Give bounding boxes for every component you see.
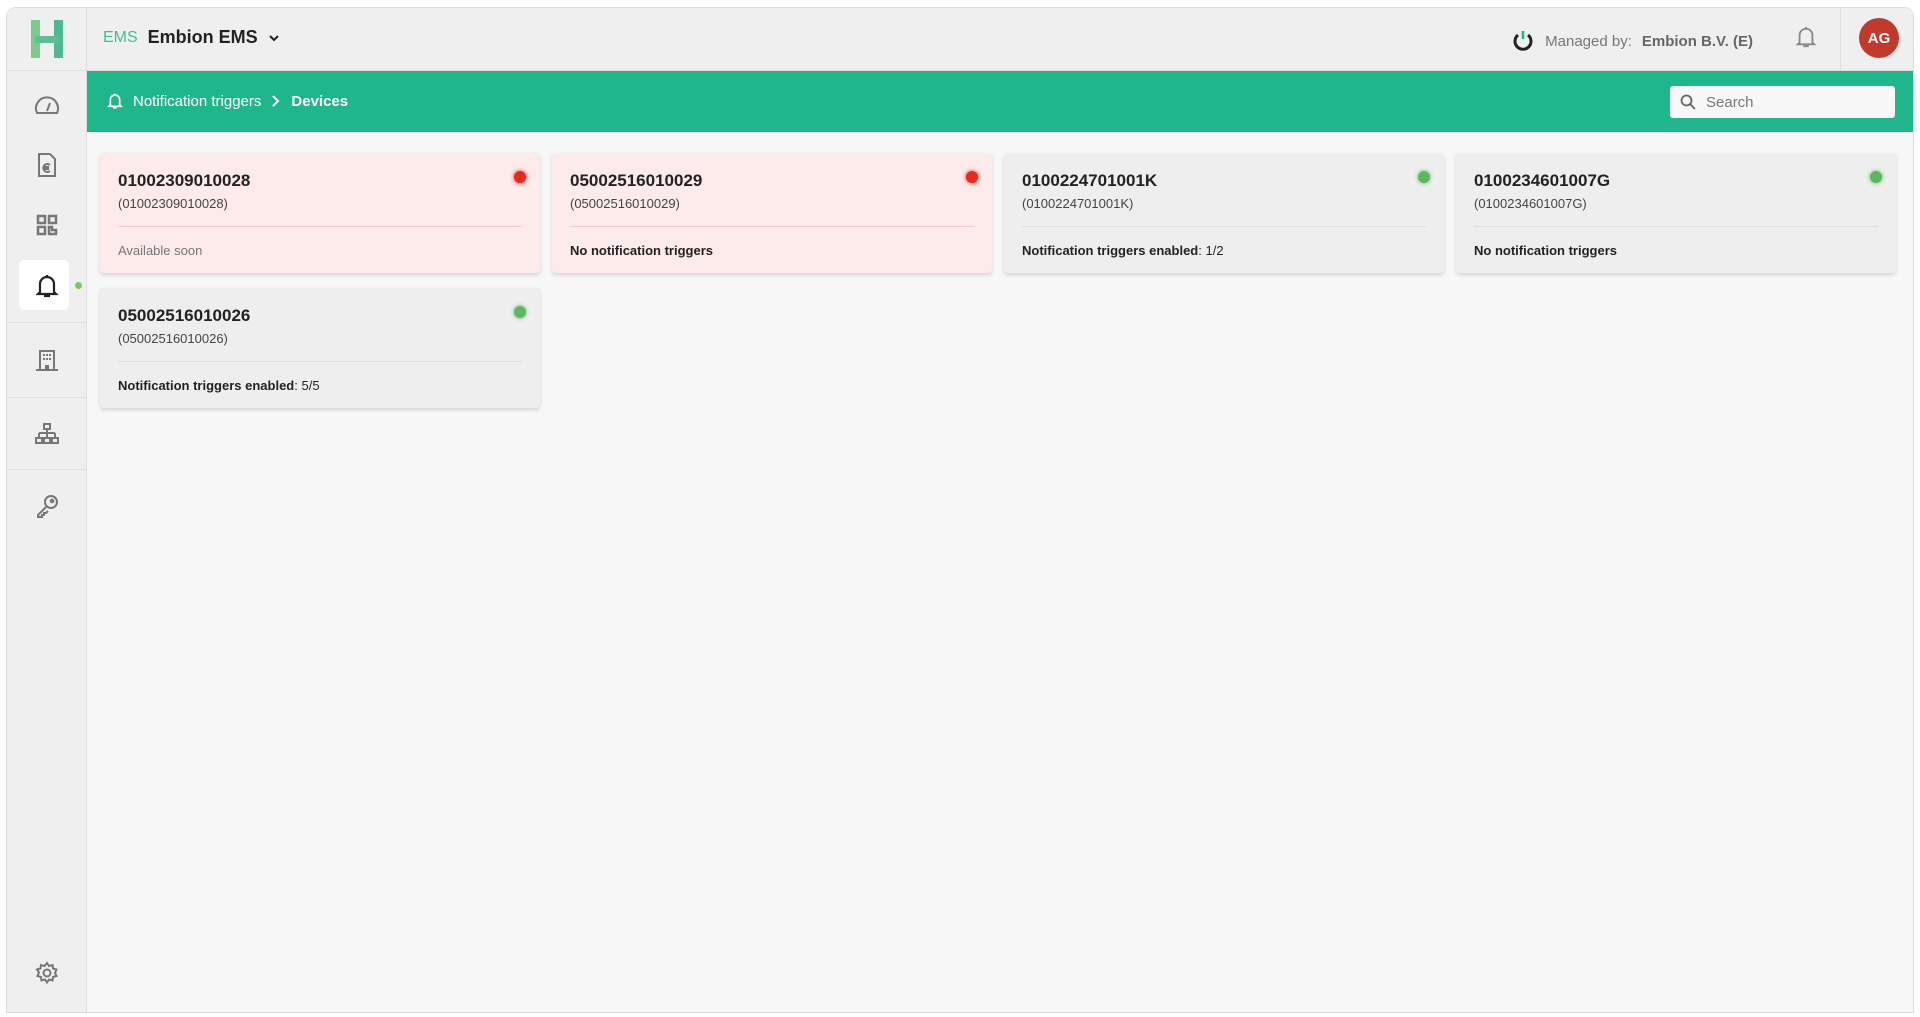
device-title: 05002516010029 <box>570 171 703 190</box>
app-short-name: EMS <box>103 28 138 46</box>
invoice-euro-icon <box>38 153 56 177</box>
app-switcher[interactable]: EMS Embion EMS <box>103 27 280 48</box>
status-label: Available soon <box>118 243 203 258</box>
bell-icon <box>107 93 123 109</box>
device-trigger-status: No notification triggers <box>570 243 974 258</box>
managed-value: Embion B.V. (E) <box>1641 32 1753 50</box>
page-toolbar: Notification triggers Devices <box>87 71 1913 132</box>
bell-icon <box>1795 26 1817 48</box>
sidebar-item-notifications[interactable] <box>7 260 87 312</box>
app-name: Embion EMS <box>147 27 258 47</box>
device-subtitle: (0100234601007G) <box>1474 196 1587 211</box>
device-subtitle: (0100224701001K) <box>1022 196 1134 211</box>
chevron-right-icon <box>272 95 280 107</box>
status-value: : 5/5 <box>294 378 320 393</box>
power-icon <box>1513 31 1533 51</box>
search-box[interactable] <box>1670 86 1895 118</box>
device-title: 01002309010028 <box>118 171 251 190</box>
search-input[interactable] <box>1706 93 1876 111</box>
logo-icon <box>31 20 63 58</box>
status-label: No notification triggers <box>570 243 713 258</box>
top-header: EMS Embion EMS Managed by: Embion B.V. (… <box>87 8 1913 71</box>
breadcrumb-notification-triggers[interactable]: Notification triggers <box>133 92 262 110</box>
chevron-down-icon <box>268 34 279 41</box>
device-subtitle: (05002516010029) <box>570 196 680 211</box>
device-card[interactable]: 0100234601007G (0100234601007G) No notif… <box>1456 153 1896 273</box>
divider <box>570 226 974 227</box>
status-dot <box>514 171 526 183</box>
status-dot <box>966 171 978 183</box>
status-label: Notification triggers enabled <box>1022 243 1199 258</box>
divider <box>1474 226 1878 227</box>
device-card[interactable]: 05002516010026 (05002516010026) Notifica… <box>100 288 540 408</box>
device-title: 05002516010026 <box>118 306 251 325</box>
sidebar-item-buildings[interactable] <box>7 334 87 386</box>
logo[interactable] <box>7 8 87 71</box>
status-dot <box>1418 171 1430 183</box>
key-icon <box>37 495 58 518</box>
device-trigger-status: Available soon <box>118 243 522 258</box>
avatar[interactable]: AG <box>1859 18 1899 58</box>
divider <box>1022 226 1426 227</box>
device-card[interactable]: 01002309010028 (01002309010028) Availabl… <box>100 153 540 273</box>
gear-icon <box>35 961 58 985</box>
sidebar <box>7 8 87 1012</box>
managed-label: Managed by: <box>1545 32 1632 50</box>
device-card[interactable]: 0100224701001K (0100224701001K) Notifica… <box>1004 153 1444 273</box>
status-value: : 1/2 <box>1198 243 1224 258</box>
status-label: Notification triggers enabled <box>118 378 295 393</box>
app-window: EMS Embion EMS Managed by: Embion B.V. (… <box>6 7 1914 1013</box>
divider <box>118 226 522 227</box>
breadcrumb-devices: Devices <box>291 92 349 110</box>
managed-by: Managed by: Embion B.V. (E) <box>1511 29 1753 53</box>
search-icon <box>1680 94 1696 110</box>
notifications-button[interactable] <box>1795 24 1817 55</box>
building-icon <box>36 350 58 371</box>
device-card[interactable]: 05002516010029 (05002516010029) No notif… <box>552 153 992 273</box>
dashboard-gauge-icon <box>35 96 59 114</box>
device-trigger-status: No notification triggers <box>1474 243 1878 258</box>
status-dot <box>514 306 526 318</box>
sidebar-item-qr[interactable] <box>7 199 87 251</box>
qr-code-icon <box>36 214 58 236</box>
status-dot <box>1870 171 1882 183</box>
sidebar-item-settings[interactable] <box>7 947 87 999</box>
sidebar-item-invoices[interactable] <box>7 139 87 191</box>
active-indicator <box>75 282 82 289</box>
sidebar-item-keys[interactable] <box>7 480 87 532</box>
hierarchy-icon <box>35 423 59 444</box>
sidebar-item-hierarchy[interactable] <box>7 408 87 460</box>
device-subtitle: (01002309010028) <box>118 196 228 211</box>
sidebar-item-dashboard[interactable] <box>7 79 87 131</box>
bell-icon <box>35 275 59 298</box>
status-label: No notification triggers <box>1474 243 1617 258</box>
device-subtitle: (05002516010026) <box>118 331 228 346</box>
device-trigger-status: Notification triggers enabled: 1/2 <box>1022 243 1426 258</box>
device-title: 0100234601007G <box>1474 171 1611 190</box>
device-title: 0100224701001K <box>1022 171 1158 190</box>
breadcrumb: Notification triggers Devices <box>107 92 348 110</box>
device-trigger-status: Notification triggers enabled: 5/5 <box>118 378 522 393</box>
divider <box>118 361 522 362</box>
